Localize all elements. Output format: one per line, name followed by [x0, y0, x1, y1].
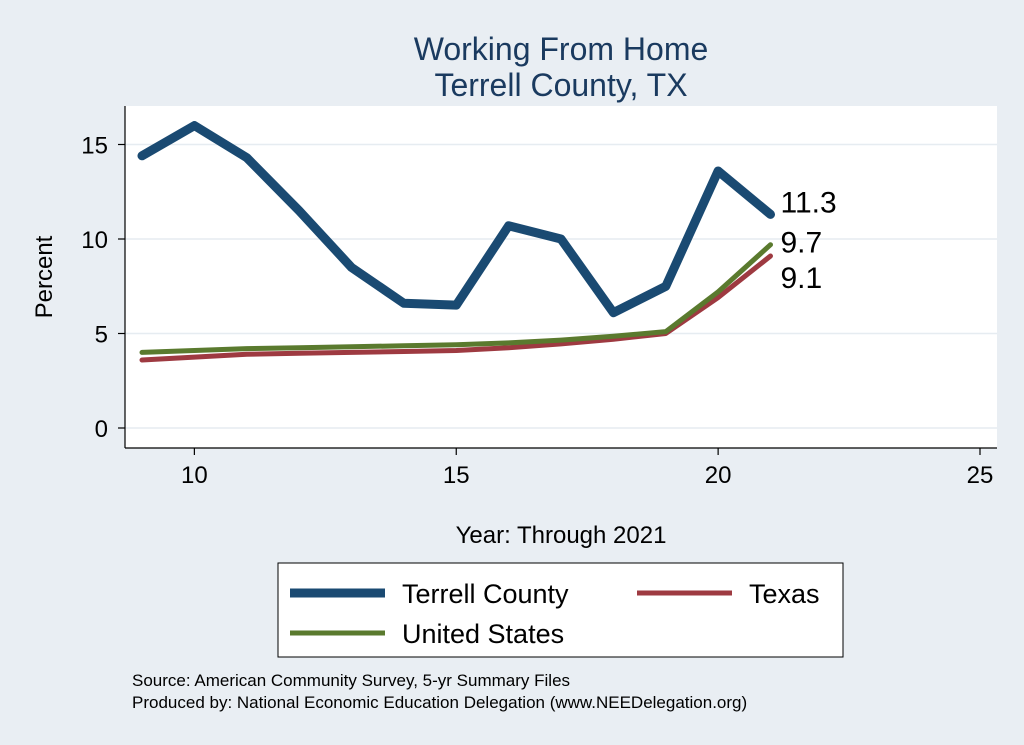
series-lines [137, 121, 775, 363]
plot-area [125, 106, 997, 448]
series-line-terrell-county [137, 121, 775, 318]
x-tick-label-10: 10 [181, 462, 208, 489]
series-line-united-states [139, 242, 773, 355]
y-axis-label: Percent [31, 235, 58, 318]
chart-subtitle: Terrell County, TX [434, 67, 687, 103]
legend: Terrell County Texas United States [290, 579, 820, 649]
y-tick-label-5: 5 [95, 322, 108, 349]
legend-label-texas: Texas [749, 579, 820, 609]
x-axis-label: Year: Through 2021 [456, 522, 667, 549]
legend-label-terrell-county: Terrell County [402, 579, 569, 609]
y-tick-label-0: 0 [95, 416, 108, 443]
y-tick-label-10: 10 [81, 227, 108, 254]
end-label-texas: 9.1 [781, 262, 823, 295]
chart-title: Working From Home [414, 31, 709, 67]
x-tick-label-15: 15 [443, 462, 470, 489]
end-label-terrell-county: 11.3 [781, 186, 837, 219]
legend-label-united-states: United States [402, 619, 564, 649]
x-ticks: 10 15 20 25 [181, 448, 993, 489]
source-note: Source: American Community Survey, 5-yr … [132, 671, 570, 690]
x-tick-label-20: 20 [705, 462, 732, 489]
y-tick-label-15: 15 [81, 133, 108, 160]
y-ticks: 0 5 10 15 [81, 133, 125, 443]
produced-note: Produced by: National Economic Education… [132, 693, 747, 712]
x-tick-label-25: 25 [967, 462, 994, 489]
legend-box [277, 562, 844, 658]
end-labels: 11.3 9.19.7 [781, 186, 837, 295]
end-label-united-states: 9.7 [781, 227, 823, 260]
